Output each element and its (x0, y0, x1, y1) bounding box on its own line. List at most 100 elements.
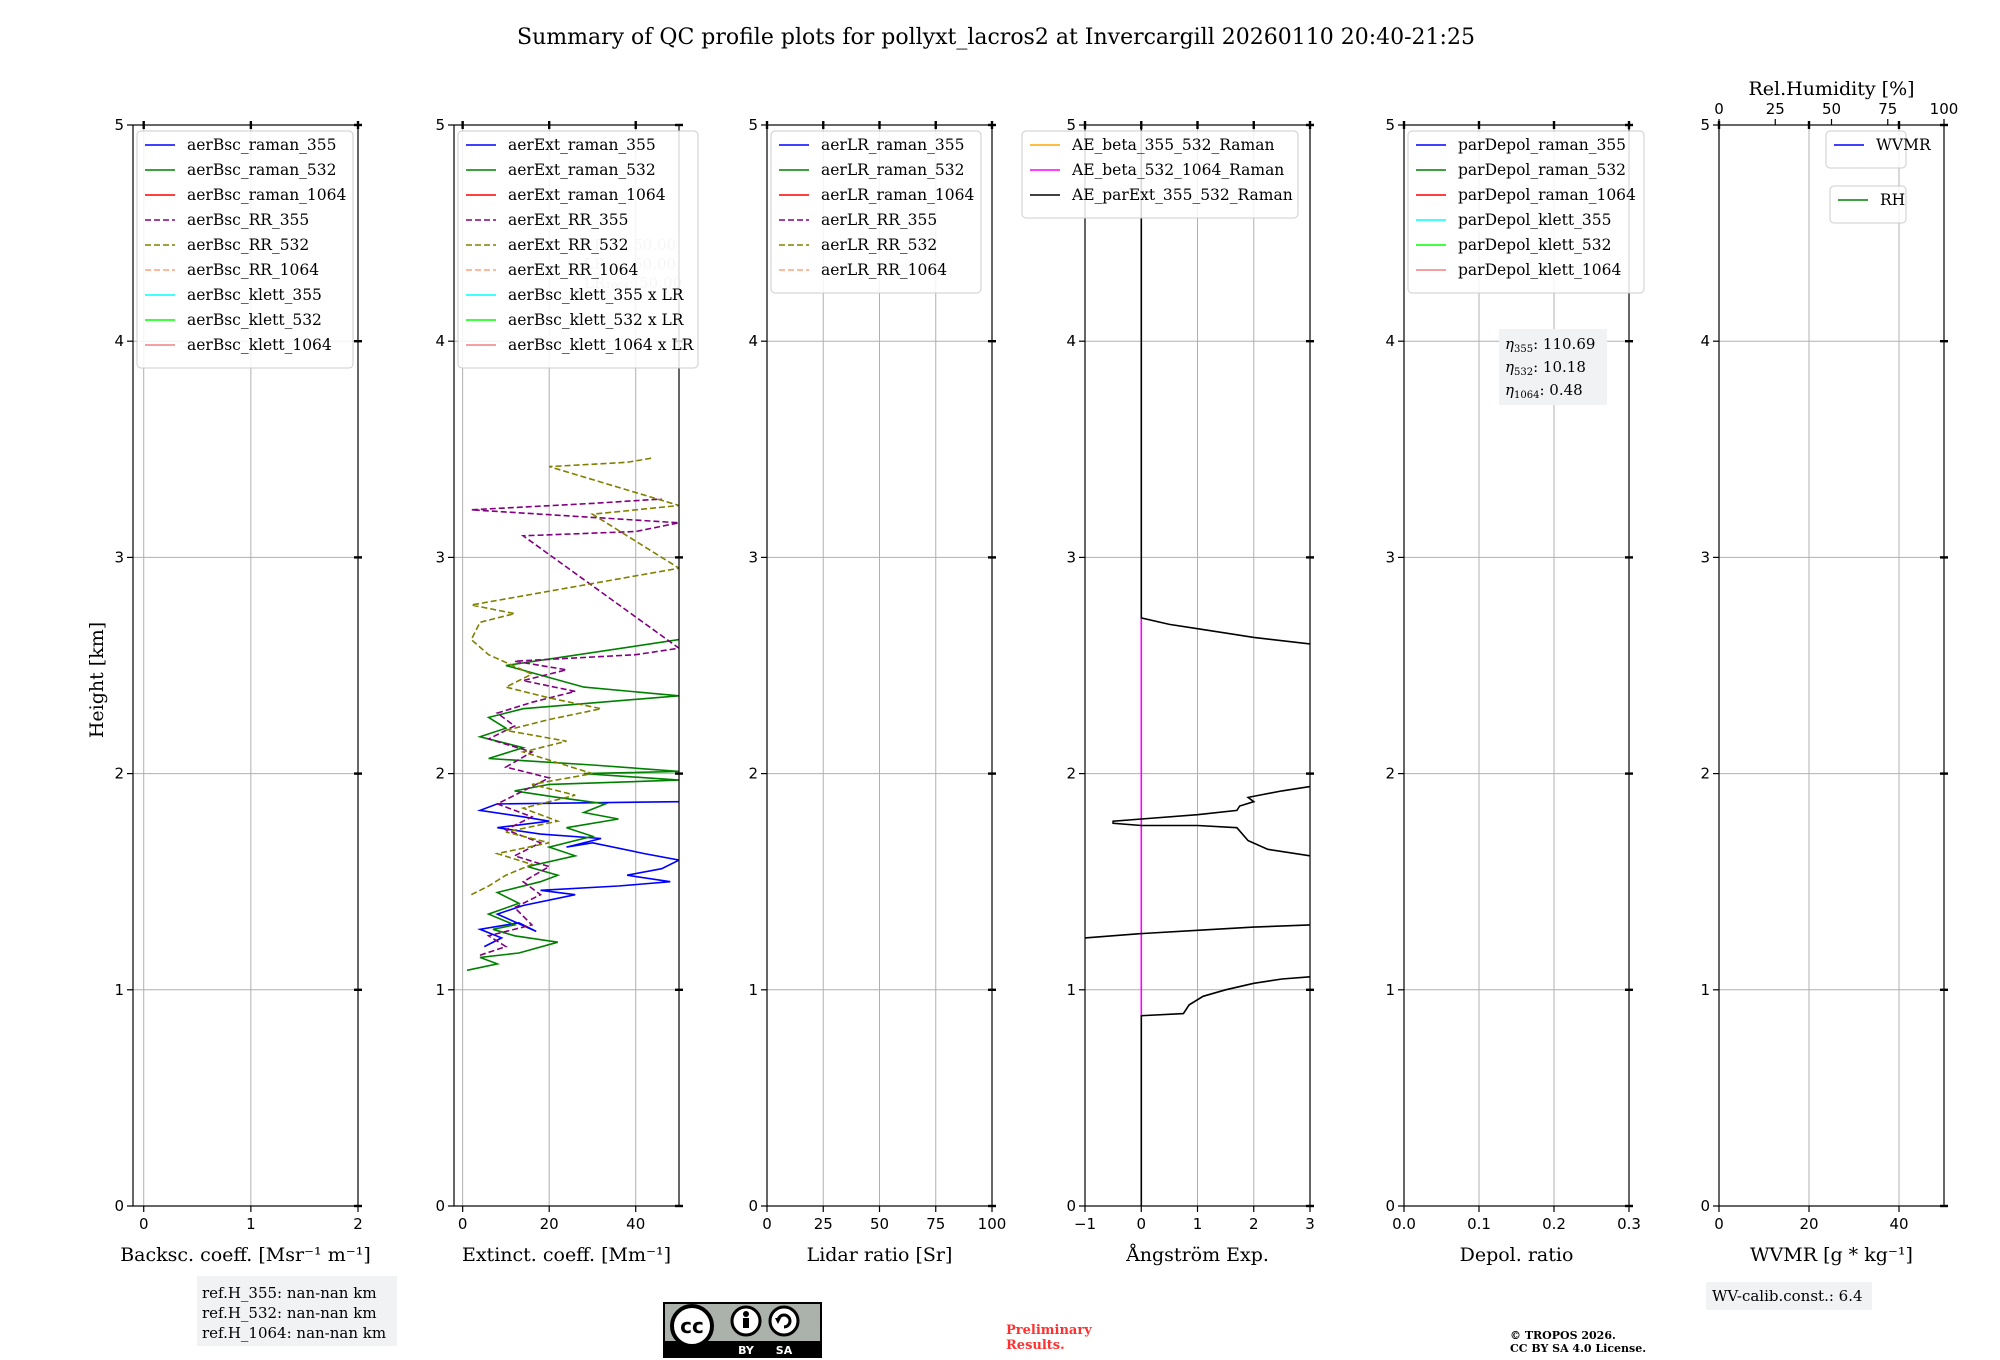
eta-calibration-box: η355: 110.69 η532: 10.18 η1064: 0.48 (1499, 329, 1607, 405)
panel-wv: 0 20 40 0 1 2 3 4 5 WVMR [g * kg⁻¹] 0 25 50 75 100 Rel.… (1700, 78, 1958, 1266)
legend-entry: aerLR_RR_355 (821, 211, 937, 229)
series-line-aerExt_RR_532 (470, 457, 679, 896)
x-axis-label: WVMR [g * kg⁻¹] (1750, 1244, 1913, 1266)
figure-title: Summary of QC profile plots for pollyxt_… (517, 25, 1475, 50)
y-tick-label: 1 (114, 981, 124, 999)
legend-entry: aerLR_RR_532 (821, 236, 937, 254)
eta-532: η532: 10.18 (1505, 358, 1586, 378)
y-tick-label: 3 (1385, 548, 1395, 566)
x-tick-label: 25 (814, 1215, 833, 1233)
legend-lr: aerLR_raman_355 aerLR_raman_532 aerLR_rama… (770, 130, 982, 294)
x-axis-label: Extinct. coeff. [Mm⁻¹] (462, 1244, 671, 1266)
legend-entry: aerBsc_klett_355 (187, 286, 322, 304)
y-tick-label: 0 (1385, 1197, 1395, 1215)
y-tick-label: 3 (1700, 548, 1710, 566)
series-line-aerExt_RR_355 (471, 498, 679, 956)
axes-frame (1718, 124, 1945, 1207)
legend-entry: AE_beta_532_1064_Raman (1071, 161, 1284, 179)
y-tick-label: 2 (1700, 765, 1710, 783)
cc-license-badge: cc BY SA (663, 1302, 822, 1358)
legend-entry: parDepol_raman_532 (1458, 161, 1626, 179)
x-tick-label: 0.2 (1542, 1215, 1566, 1233)
eta-1064: η1064: 0.48 (1505, 381, 1583, 401)
series-line-AE_parExt_355_532_Raman (1140, 125, 1310, 645)
x-tick-label: 20 (1799, 1215, 1818, 1233)
top-x-tick-label: 0 (1714, 100, 1724, 118)
wv-calibration-box: WV-calib.const.: 6.4 (1706, 1282, 1872, 1310)
series-line-AE_parExt_355_532_Raman (1112, 785, 1310, 857)
x-axis-label: Lidar ratio [Sr] (807, 1244, 953, 1266)
legend-entry: AE_beta_355_532_Raman (1071, 136, 1274, 154)
y-tick-label: 5 (1066, 116, 1076, 134)
x-tick-label: 1 (246, 1215, 256, 1233)
legend-entry: aerLR_raman_1064 (821, 186, 974, 204)
legend-entry: aerExt_RR_532 (508, 236, 629, 254)
legend-entry: aerExt_raman_355 (508, 136, 656, 154)
shared-y-axis-label: Height [km] (86, 622, 108, 738)
wv-calibration-constant: WV-calib.const.: 6.4 (1712, 1287, 1863, 1305)
copyright-note: © TROPOS 2026. CC BY SA 4.0 License. (1510, 1329, 1646, 1355)
x-tick-label: 2 (353, 1215, 363, 1233)
x-tick-label: 0.0 (1392, 1215, 1416, 1233)
x-tick-label: 1 (1193, 1215, 1203, 1233)
y-tick-label: 1 (748, 981, 758, 999)
x-tick-label: −1 (1074, 1215, 1096, 1233)
y-tick-label: 5 (114, 116, 124, 134)
y-tick-label: 2 (114, 765, 124, 783)
legend-entry: aerBsc_klett_532 x LR (508, 311, 685, 329)
y-tick-label: 2 (1385, 765, 1395, 783)
legend-entry: WVMR (1876, 136, 1932, 154)
y-tick-label: 0 (435, 1197, 445, 1215)
top-x-tick-label: 75 (1878, 100, 1897, 118)
x-tick-label: 0.3 (1617, 1215, 1641, 1233)
legend-ae: AE_beta_355_532_Raman AE_beta_532_1064_Ra… (1021, 130, 1299, 219)
x-tick-label: 0 (139, 1215, 149, 1233)
y-tick-label: 1 (1385, 981, 1395, 999)
x-tick-label: 0 (458, 1215, 468, 1233)
legend-entry: aerBsc_klett_532 (187, 311, 322, 329)
panel-depol: 0.0 0.1 0.2 0.3 0 1 2 3 4 5 Depol. ratio parDepol_r… (1385, 116, 1645, 1266)
legend-entry: aerBsc_RR_1064 (187, 261, 319, 279)
data-lines (1085, 125, 1310, 1206)
legend-wvmr: WVMR (1825, 130, 1932, 169)
x-tick-label: 40 (626, 1215, 645, 1233)
x-tick-label: 100 (978, 1215, 1007, 1233)
legend-entry: aerExt_RR_355 (508, 211, 629, 229)
x-tick-label: 20 (540, 1215, 559, 1233)
legend-entry: aerBsc_raman_355 (187, 136, 337, 154)
x-axis-label: Depol. ratio (1460, 1244, 1574, 1266)
x-tick-label: 3 (1305, 1215, 1315, 1233)
legend-entry: aerBsc_raman_1064 (187, 186, 347, 204)
axes-frame (132, 124, 359, 1207)
y-tick-label: 0 (1700, 1197, 1710, 1215)
legend-entry: parDepol_klett_1064 (1458, 261, 1621, 279)
y-tick-label: 4 (1385, 332, 1395, 350)
preliminary-results-note: Preliminary Results. (1006, 1323, 1092, 1353)
y-tick-label: 0 (114, 1197, 124, 1215)
y-tick-label: 1 (1700, 981, 1710, 999)
legend-entry: aerBsc_RR_532 (187, 236, 309, 254)
preliminary-line-2: Results. (1006, 1338, 1065, 1353)
x-tick-label: 0 (1136, 1215, 1146, 1233)
legend-entry: aerExt_raman_1064 (508, 186, 666, 204)
legend-entry: parDepol_klett_532 (1458, 236, 1611, 254)
y-tick-label: 1 (1066, 981, 1076, 999)
legend-entry: aerBsc_klett_1064 x LR (508, 336, 695, 354)
x-axis-label: Backsc. coeff. [Msr⁻¹ m⁻¹] (120, 1244, 371, 1266)
y-tick-label: 5 (435, 116, 445, 134)
axes-frame (453, 124, 680, 1207)
ref-height-532: ref.H_532: nan-nan km (202, 1304, 377, 1322)
eta-355: η355: 110.69 (1505, 335, 1595, 355)
legend-entry: aerLR_RR_1064 (821, 261, 947, 279)
panel-lr: 0 25 50 75 100 0 1 2 3 4 5 Lidar ratio [Sr] aerLR_ra… (748, 116, 1006, 1266)
cc-by-label: BY (738, 1344, 755, 1357)
y-tick-label: 2 (1066, 765, 1076, 783)
legend-entry: aerExt_RR_1064 (508, 261, 639, 279)
cc-sa-label: SA (776, 1344, 793, 1357)
legend-ext: aerExt_raman_355 aerExt_raman_532 aerExt_r… (457, 130, 699, 369)
y-tick-label: 4 (748, 332, 758, 350)
legend-entry: aerBsc_klett_355 x LR (508, 286, 685, 304)
y-tick-label: 1 (435, 981, 445, 999)
